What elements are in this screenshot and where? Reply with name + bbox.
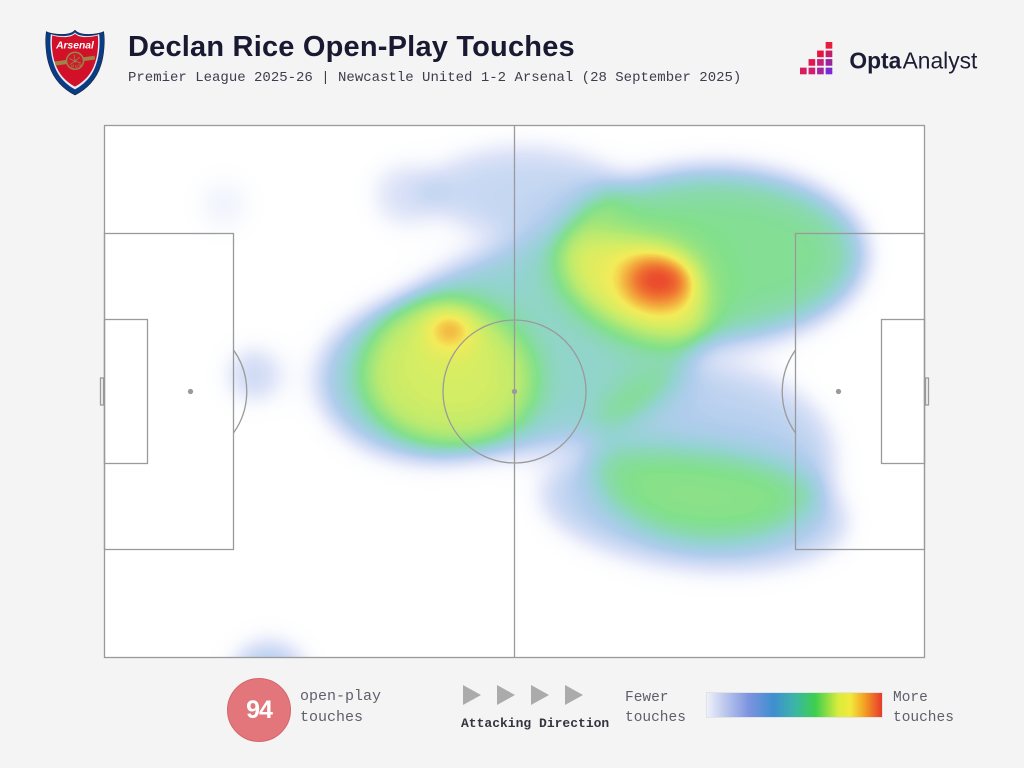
svg-text:Opta: Opta — [849, 48, 901, 74]
svg-text:Arsenal: Arsenal — [55, 41, 95, 52]
svg-text:Analyst: Analyst — [903, 48, 978, 74]
